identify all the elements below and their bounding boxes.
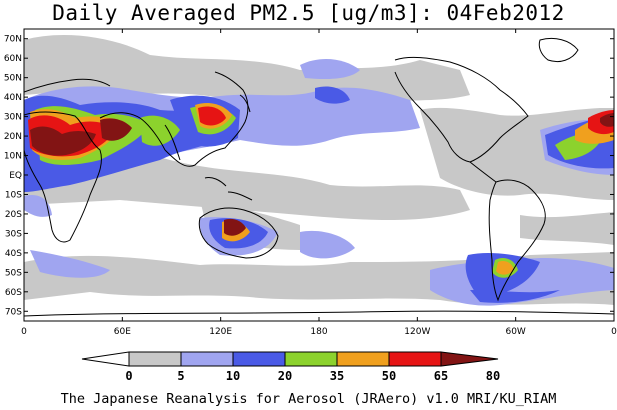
colorbar-label: 10: [226, 369, 240, 383]
map-title: Daily Averaged PM2.5 [ug/m3]: 04Feb2012: [52, 1, 565, 25]
colorbar-swatch: [388, 351, 442, 367]
map-plot-area: [23, 28, 615, 322]
lat-tick-label: 40S: [5, 249, 22, 259]
coastlines: [24, 37, 614, 317]
colorbar-label: 20: [278, 369, 292, 383]
colorbar-upper-extension: [440, 351, 499, 367]
colorbar-swatch: [128, 351, 182, 367]
lat-tick-label: 20N: [4, 132, 22, 142]
lat-tick-label: 70N: [4, 35, 22, 45]
colorbar-lower-extension: [81, 351, 130, 367]
colorbar-swatch: [336, 351, 390, 367]
lat-tick-label: EQ: [9, 171, 22, 181]
lat-tick-label: 20S: [5, 210, 22, 220]
lat-tick-label: 60N: [4, 54, 22, 64]
colorbar-swatch: [284, 351, 338, 367]
colorbar: 0 5 10 20 35 50 65 80: [81, 351, 500, 383]
colorbar-label: 0: [125, 369, 132, 383]
map-footer: The Japanese Reanalysis for Aerosol (JRA…: [60, 391, 557, 407]
lat-tick-label: 40N: [4, 93, 22, 103]
lat-tick-label: 10S: [5, 190, 22, 200]
lat-tick-label: 30S: [5, 229, 22, 239]
colorbar-label: 50: [382, 369, 396, 383]
lon-tick-label: 0: [21, 327, 27, 337]
pm25-concentration-field: [24, 35, 614, 306]
lon-tick-label: 120E: [209, 327, 232, 337]
lon-tick-label: 180: [310, 327, 327, 337]
longitude-axis: 0 60E 120E 180 120W 60W 0: [21, 29, 617, 337]
lat-tick-label: 50N: [4, 74, 22, 84]
colorbar-label: 80: [486, 369, 500, 383]
lon-tick-label: 0: [611, 327, 617, 337]
lat-tick-label: 70S: [5, 307, 22, 317]
colorbar-swatch: [180, 351, 234, 367]
colorbar-label: 5: [177, 369, 184, 383]
lat-tick-label: 60S: [5, 288, 22, 298]
lat-tick-label: 10N: [4, 152, 22, 162]
colorbar-label: 65: [434, 369, 448, 383]
colorbar-label: 35: [330, 369, 344, 383]
colorbar-swatch: [232, 351, 286, 367]
lat-tick-label: 30N: [4, 113, 22, 123]
lon-tick-label: 60E: [114, 327, 131, 337]
latitude-axis: 70N 60N 50N 40N 30N 20N 10N EQ 10S 20S 30S 40S 50S 60…: [4, 35, 614, 317]
lon-tick-label: 120W: [404, 327, 430, 337]
lat-tick-label: 50S: [5, 268, 22, 278]
lon-tick-label: 60W: [505, 327, 525, 337]
pm25-band-above-80: [30, 113, 614, 236]
